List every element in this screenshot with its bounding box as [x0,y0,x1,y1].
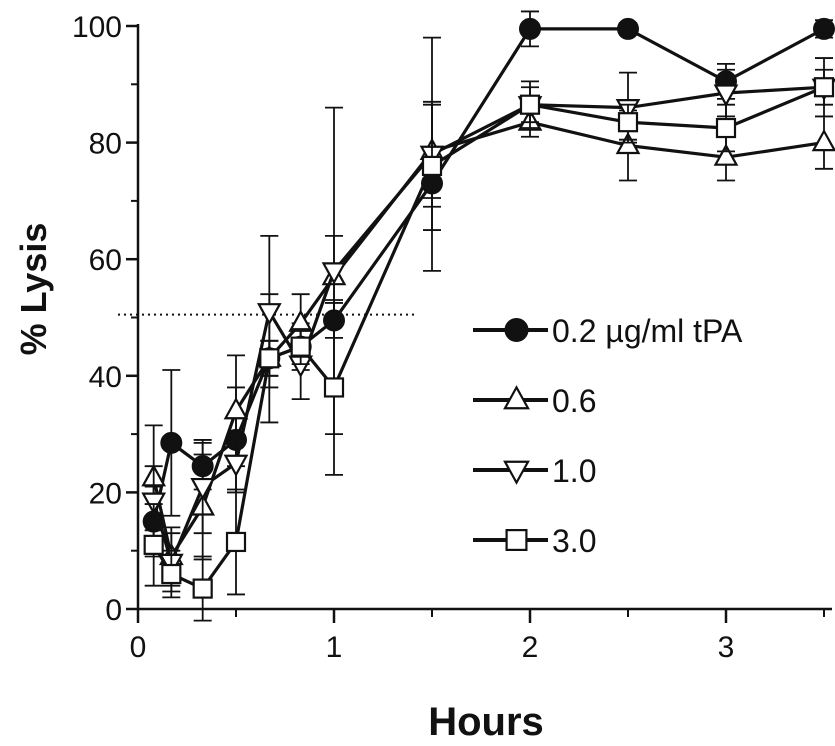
legend-label: 3.0 [552,523,596,559]
marker-square [161,563,182,585]
marker-circle [813,17,835,40]
legend: 0.2 µg/ml tPA 0.6 1.0 3.0 [473,313,743,559]
y-tick-label: 80 [89,128,122,161]
marker-square [192,578,213,599]
x-axis-title: Hours [428,700,544,744]
marker-square [421,155,443,177]
marker-square [290,336,311,357]
marker-square [715,117,737,139]
marker-circle [519,17,541,40]
x-tick-label: 2 [522,631,539,664]
y-axis-title: % Lysis [13,223,54,356]
marker-triangle-up [811,128,835,152]
marker-triangle-down [503,460,530,485]
x-tick-label: 1 [326,631,343,664]
marker-circle [504,318,529,342]
y-tick-label: 0 [105,594,122,627]
marker-triangle-up [223,397,249,420]
marker-triangle-down [256,303,282,326]
marker-triangle-up [615,131,641,155]
legend-label: 1.0 [552,453,596,489]
marker-square [143,534,164,555]
y-tick-label: 20 [89,477,122,510]
y-tick-label: 40 [89,361,122,394]
legend-item: 0.6 [473,383,596,419]
x-tick-label: 0 [130,631,147,664]
marker-circle [617,17,639,40]
marker-square [323,377,345,398]
y-tick-label: 60 [89,244,122,277]
marker-square [617,112,639,133]
y-tick-label: 100 [72,11,122,44]
marker-triangle-down [713,84,739,107]
legend-item: 1.0 [473,453,596,489]
marker-triangle-down [223,454,249,478]
legend-label: 0.2 µg/ml tPA [552,313,743,349]
legend-label: 0.6 [552,383,596,419]
marker-square [259,348,280,369]
series-line [152,85,825,564]
series-layer [141,10,835,622]
legend-item: 0.2 µg/ml tPA [473,313,743,349]
marker-triangle-down [321,262,347,285]
series-3 [143,68,835,622]
marker-triangle-down [141,492,167,515]
marker-triangle-down [190,477,216,501]
marker-triangle-up [713,143,739,166]
axes: 0 20 40 60 80 100 0 1 2 3 [72,11,832,664]
marker-triangle-up [503,385,530,410]
legend-item: 3.0 [473,523,596,559]
marker-circle [160,431,183,454]
marker-square [813,77,835,98]
x-tick-label: 3 [718,631,735,664]
marker-square [225,531,247,553]
marker-square [505,528,528,551]
marker-square [519,94,541,115]
